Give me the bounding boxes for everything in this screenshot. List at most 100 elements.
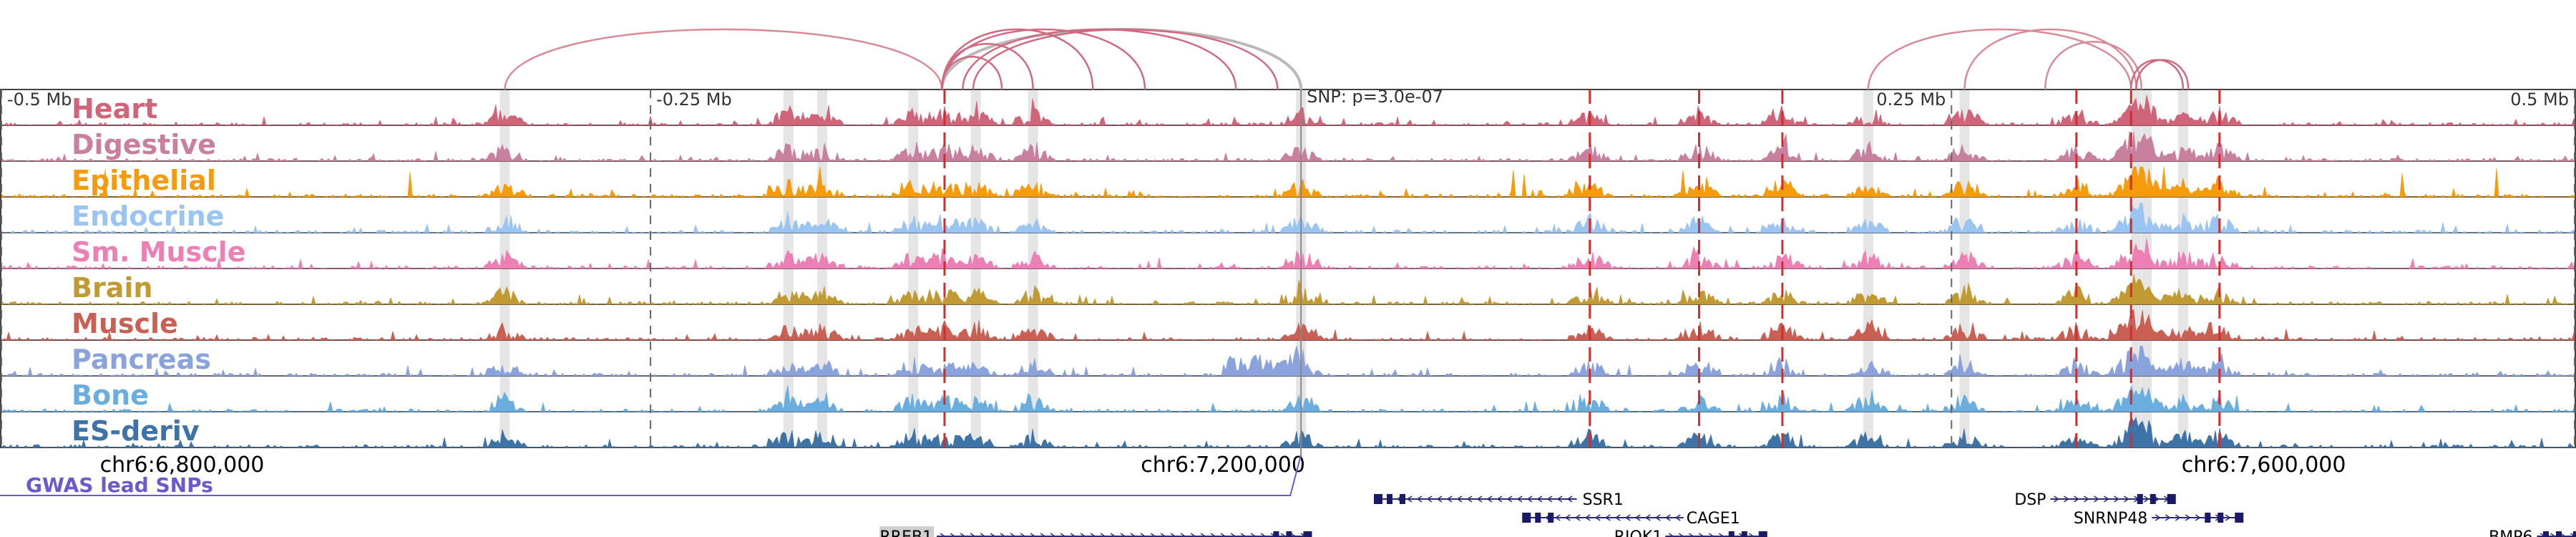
track-signal	[0, 238, 2576, 270]
track-label: Sm. Muscle	[72, 236, 245, 268]
relative-tick-label: -0.25 Mb	[656, 90, 732, 110]
gene-cage1: CAGE1	[1522, 510, 1740, 528]
gene-highlight	[879, 526, 935, 537]
lead-snp-label: SNP: p=3.0e-07	[1307, 87, 1443, 107]
gene-strand-arrow	[2185, 514, 2191, 521]
gene-strand-arrow	[2195, 514, 2201, 521]
gene-exon	[2573, 531, 2576, 537]
track-signal	[0, 384, 2576, 413]
track-label: Pancreas	[72, 344, 211, 375]
gene-strand-arrow	[2114, 495, 2119, 503]
track-heart: Heart	[0, 93, 2576, 126]
gene-strand-arrow	[1668, 533, 1674, 537]
track-sm-muscle: Sm. Muscle	[0, 236, 2576, 270]
coordinate-tick-label: chr6:7,200,000	[1141, 453, 1305, 478]
track-signal	[0, 130, 2576, 162]
track-label: ES-deriv	[72, 415, 200, 447]
gene-exon	[1548, 513, 1554, 523]
gene-strand-arrow	[1584, 514, 1591, 521]
interaction-loop	[504, 28, 943, 90]
track-endocrine: Endocrine	[0, 200, 2576, 234]
gene-riok1: RIOK1	[1614, 528, 1767, 537]
gene-strand-arrow	[2550, 533, 2556, 537]
track-label: Bone	[72, 379, 149, 411]
gene-strand-arrow	[1674, 514, 1681, 521]
gene-exon	[1273, 531, 1279, 537]
gene-strand-arrow	[1280, 533, 1287, 537]
gene-exon	[1387, 494, 1392, 504]
gene-strand-arrow	[1000, 533, 1006, 537]
track-label: Brain	[72, 272, 152, 304]
gene-strand-arrow	[1160, 533, 1166, 537]
gene-strand-arrow	[970, 533, 976, 537]
gene-strand-arrow	[1250, 533, 1257, 537]
gene-exon	[2137, 494, 2143, 504]
gene-exon	[1741, 531, 1747, 537]
gene-strand-arrow	[1546, 495, 1553, 503]
gene-strand-arrow	[1020, 533, 1026, 537]
gene-label: RIOK1	[1614, 528, 1663, 537]
track-pancreas: Pancreas	[0, 344, 2576, 377]
gene-label: RREB1	[880, 528, 933, 537]
gene-strand-arrow	[1614, 514, 1621, 521]
gene-exon	[1522, 513, 1531, 523]
gene-strand-arrow	[2094, 495, 2099, 503]
gene-strand-arrow	[1718, 533, 1724, 537]
gene-strand-arrow	[1040, 533, 1046, 537]
gene-strand-arrow	[2225, 514, 2231, 521]
track-signal	[0, 95, 2576, 126]
gene-strand-arrow	[1644, 514, 1651, 521]
gene-strand-arrow	[1564, 514, 1571, 521]
track-label: Epithelial	[72, 165, 216, 196]
gene-strand-arrow	[1426, 495, 1433, 503]
track-signal	[0, 166, 2576, 198]
gene-strand-arrow	[1110, 533, 1116, 537]
gene-strand-arrow	[1496, 495, 1503, 503]
track-signal	[0, 202, 2576, 234]
gene-strand-arrow	[1200, 533, 1206, 537]
track-label: Digestive	[72, 129, 216, 160]
gene-strand-arrow	[1220, 533, 1226, 537]
gene-strand-arrow	[940, 533, 946, 537]
interaction-loops	[504, 28, 2190, 90]
gene-strand-arrow	[1290, 533, 1297, 537]
gene-exon	[1535, 513, 1541, 523]
gene-strand-arrow	[1654, 514, 1661, 521]
gene-strand-arrow	[1050, 533, 1056, 537]
gene-exon	[1286, 531, 1292, 537]
gene-exon	[1758, 531, 1767, 537]
gene-strand-arrow	[1100, 533, 1106, 537]
track-label: Muscle	[72, 308, 178, 339]
interaction-loop	[2135, 59, 2190, 90]
gene-strand-arrow	[960, 533, 966, 537]
gene-exon	[1374, 494, 1382, 504]
gene-exon	[2543, 531, 2549, 537]
gene-exon	[2556, 531, 2562, 537]
gene-strand-arrow	[1180, 533, 1186, 537]
gene-strand-arrow	[1554, 514, 1561, 521]
interaction-loop	[941, 43, 1034, 90]
gene-dsp: DSP	[2014, 491, 2176, 509]
gene-strand-arrow	[1466, 495, 1473, 503]
gene-strand-arrow	[1446, 495, 1453, 503]
track-epithelial: Epithelial	[0, 165, 2576, 198]
gene-strand-arrow	[1010, 533, 1016, 537]
gene-strand-arrow	[1536, 495, 1543, 503]
gene-strand-arrow	[1406, 495, 1413, 503]
gene-strand-arrow	[1678, 533, 1684, 537]
gene-rreb1: RREB1	[879, 526, 1312, 537]
gene-strand-arrow	[1230, 533, 1236, 537]
track-signal	[0, 345, 2576, 377]
gene-strand-arrow	[1708, 533, 1714, 537]
relative-tick-label: 0.25 Mb	[1876, 90, 1946, 110]
gene-strand-arrow	[1456, 495, 1463, 503]
gene-strand-arrow	[2144, 495, 2150, 503]
gene-strand-arrow	[2074, 495, 2079, 503]
gene-strand-arrow	[2104, 495, 2109, 503]
interaction-loop	[2044, 41, 2142, 90]
coordinate-tick-label: chr6:7,600,000	[2182, 453, 2346, 478]
gene-strand-arrow	[1516, 495, 1523, 503]
gene-strand-arrow	[1526, 495, 1533, 503]
gene-strand-arrow	[1190, 533, 1196, 537]
